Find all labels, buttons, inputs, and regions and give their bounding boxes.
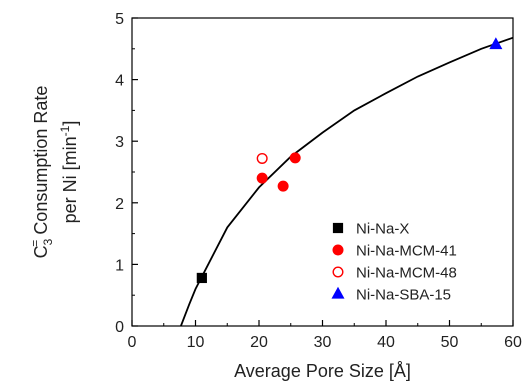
- legend: Ni-Na-X Ni-Na-MCM-41 Ni-Na-MCM-48 Ni-Na-SBA…: [331, 221, 457, 304]
- x-axis-title: Average Pore Size [Å]: [234, 361, 411, 381]
- data-point: [289, 152, 301, 164]
- x-tick-label: 10: [187, 334, 205, 351]
- legend-marker: [331, 286, 345, 299]
- legend-entry-label: Ni-Na-X: [356, 221, 409, 238]
- data-point: [256, 172, 268, 184]
- x-tick-label: 20: [250, 334, 268, 351]
- y-tick-label: 4: [115, 73, 124, 90]
- y-tick-label: 5: [115, 11, 124, 28]
- x-tick-label: 50: [441, 334, 459, 351]
- y-tick-label: 3: [115, 134, 124, 151]
- data-point: [196, 272, 207, 284]
- fit-curve-layer: [180, 36, 513, 326]
- axis-ticks-layer: 0 10 20 30 40 50 60 0 1 2 3 4 5: [115, 11, 522, 351]
- fit-curve: [180, 36, 513, 326]
- y-axis-title: C3= Consumption Rate per Ni [min-1]: [28, 86, 80, 259]
- data-point: [256, 152, 268, 164]
- y-tick-label: 1: [115, 257, 124, 274]
- y-tick-label: 0: [115, 319, 124, 336]
- x-tick-label: 60: [504, 334, 522, 351]
- legend-marker: [332, 266, 344, 278]
- data-points-layer: [196, 37, 503, 284]
- x-tick-label: 40: [377, 334, 395, 351]
- legend-entry-label: Ni-Na-MCM-48: [356, 265, 457, 282]
- x-tick-label: 30: [314, 334, 332, 351]
- y-axis-title-line1: C3= Consumption Rate: [28, 86, 55, 259]
- y-tick-label: 2: [115, 196, 124, 213]
- legend-marker: [332, 244, 344, 256]
- data-point: [277, 180, 289, 192]
- x-tick-label: 0: [128, 334, 137, 351]
- data-point: [489, 37, 503, 50]
- y-axis-title-line2: per Ni [min-1]: [58, 121, 80, 224]
- legend-entry-label: Ni-Na-SBA-15: [356, 287, 451, 304]
- legend-entry-label: Ni-Na-MCM-41: [356, 243, 457, 260]
- legend-marker: [332, 222, 344, 234]
